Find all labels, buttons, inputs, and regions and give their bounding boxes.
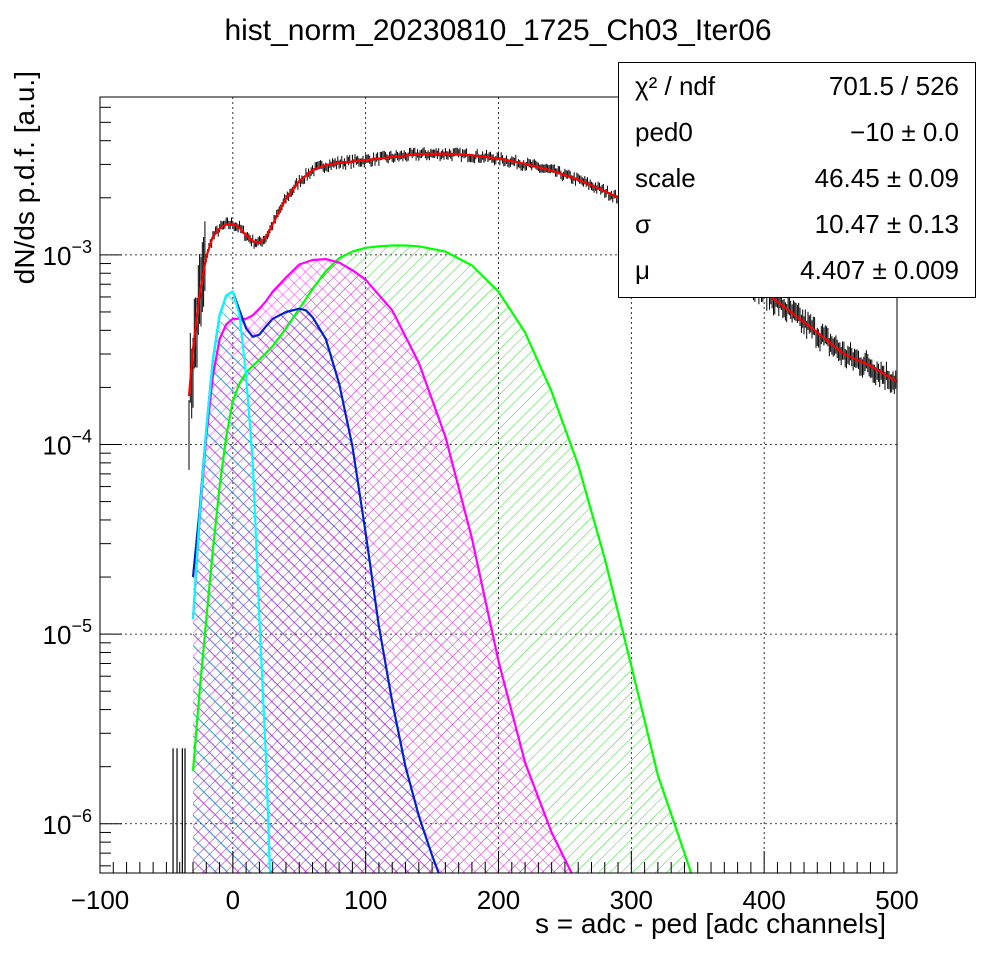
x-axis-label: s = adc - ped [adc channels] <box>535 908 886 939</box>
y-tick-labels: 10−6 10−5 10−4 10−3 <box>43 237 92 840</box>
x-tick-labels: −100 0 100 200 300 400 500 <box>71 885 919 915</box>
component-curve-1 <box>191 290 272 873</box>
x-tick-label: 400 <box>742 885 785 915</box>
y-axis-label: dN/ds p.d.f. [a.u.] <box>9 71 40 285</box>
stats-value: 4.407 ± 0.009 <box>800 255 959 285</box>
component-curve-3 <box>191 258 573 873</box>
stats-row-mu: μ 4.407 ± 0.009 <box>619 247 975 293</box>
stats-row-chi2: χ² / ndf 701.5 / 526 <box>619 63 975 109</box>
stats-key: σ <box>635 209 652 239</box>
stats-value: 46.45 ± 0.09 <box>814 163 959 193</box>
stats-key: scale <box>635 163 696 193</box>
y-tick-label: 10−5 <box>43 616 92 650</box>
x-tick-label: 500 <box>875 885 918 915</box>
component-curve-4 <box>191 244 693 873</box>
fit-curves <box>187 152 897 873</box>
chart-title: hist_norm_20230810_1725_Ch03_Iter06 <box>224 14 772 47</box>
component-fills <box>193 245 692 873</box>
x-tick-label: −100 <box>71 885 130 915</box>
stats-value: 701.5 / 526 <box>828 71 959 101</box>
stats-key: ped0 <box>635 117 693 147</box>
stats-key: μ <box>635 255 650 285</box>
y-tick-label: 10−6 <box>43 806 92 840</box>
x-tick-label: 200 <box>477 885 520 915</box>
y-tick-label: 10−4 <box>43 427 92 461</box>
x-tick-label: 0 <box>226 885 240 915</box>
stats-value: 10.47 ± 0.13 <box>814 209 959 239</box>
fit-stats-box: χ² / ndf 701.5 / 526 ped0 −10 ± 0.0 scal… <box>618 62 976 298</box>
stats-row-ped0: ped0 −10 ± 0.0 <box>619 109 975 155</box>
axis-ticks <box>99 106 898 873</box>
y-tick-label: 10−3 <box>43 237 92 271</box>
x-tick-label: 300 <box>610 885 653 915</box>
stats-row-sigma: σ 10.47 ± 0.13 <box>619 201 975 247</box>
x-tick-label: 100 <box>344 885 387 915</box>
stats-key: χ² / ndf <box>635 71 716 101</box>
stats-row-scale: scale 46.45 ± 0.09 <box>619 155 975 201</box>
stats-value: −10 ± 0.0 <box>850 117 959 147</box>
